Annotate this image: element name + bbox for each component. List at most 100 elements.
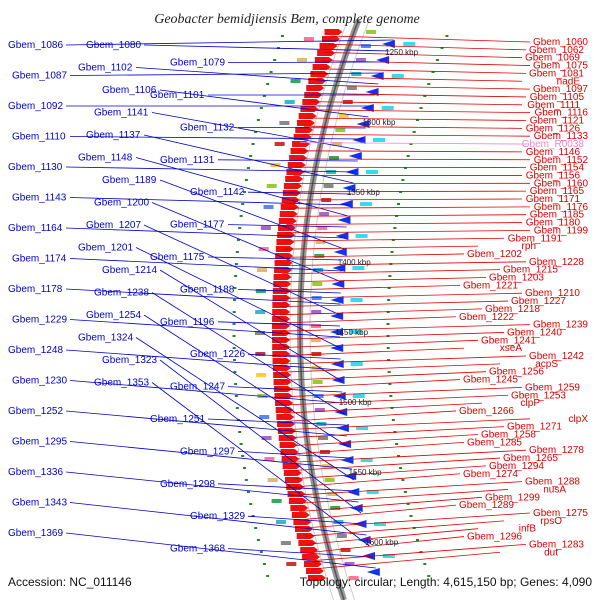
right-leader-line — [281, 371, 487, 381]
forward-gene-arrow — [291, 512, 310, 518]
cog-block — [259, 415, 270, 419]
right-leader-line — [281, 277, 487, 283]
right-gene-label: acpS — [535, 359, 558, 370]
cog-block — [374, 522, 387, 526]
tick-mark — [235, 251, 239, 253]
kbp-scale-label: 1350 kbp — [347, 188, 380, 197]
tick-mark — [388, 275, 392, 277]
tick-mark — [273, 59, 277, 61]
left-gene-label: Gbem_1080 — [86, 40, 141, 51]
tick-mark — [246, 167, 250, 169]
tick-mark — [254, 131, 258, 133]
forward-gene-arrow — [279, 211, 298, 217]
tick-mark — [440, 47, 444, 49]
left-leader-line — [151, 292, 345, 415]
tick-mark — [435, 59, 439, 61]
cog-block — [338, 114, 349, 118]
right-leader-line — [280, 332, 505, 340]
right-leader-line — [283, 394, 509, 406]
forward-gene-arrow — [312, 64, 331, 70]
tick-mark — [234, 275, 238, 277]
left-leader-line — [227, 224, 347, 228]
right-gene-label: infB — [519, 524, 537, 535]
forward-gene-arrow — [282, 463, 301, 469]
left-gene-label: Gbem_1131 — [160, 155, 215, 166]
reverse-gene-arrow — [366, 568, 380, 576]
tick-mark — [256, 119, 260, 121]
right-leader-line — [280, 347, 465, 357]
cog-block — [366, 30, 377, 34]
right-leader-line — [310, 101, 523, 106]
left-gene-label: Gbem_1130 — [8, 162, 63, 173]
tick-mark — [395, 443, 399, 445]
right-leader-line — [300, 504, 457, 521]
forward-gene-arrow — [300, 547, 319, 553]
cog-block — [260, 226, 271, 230]
tick-mark — [423, 95, 427, 97]
left-gene-label: Gbem_1252 — [8, 406, 63, 417]
tick-mark — [232, 311, 236, 313]
label-leader-lines — [65, 35, 531, 570]
kbp-scale-label: 1450 kbp — [335, 328, 368, 337]
left-leader-line — [143, 224, 341, 316]
left-leader-line — [143, 314, 349, 448]
forward-gene-arrow — [272, 302, 291, 308]
cog-block — [403, 42, 416, 46]
left-leader-line — [159, 269, 342, 382]
cog-block — [267, 478, 278, 482]
left-leader-line — [159, 359, 362, 514]
cog-block — [344, 562, 355, 566]
right-leader-line — [327, 43, 527, 51]
cog-block — [350, 298, 363, 302]
right-gene-label: Gbem_1241 — [481, 335, 536, 346]
tick-mark — [445, 35, 449, 37]
right-leader-line — [300, 142, 527, 145]
cog-block — [256, 373, 267, 377]
tick-mark — [387, 287, 391, 289]
tick-mark — [401, 179, 405, 181]
forward-gene-arrow — [283, 183, 302, 189]
right-gene-label: Gbem_1060 — [533, 37, 588, 48]
kbp-scale-label: 1250 kbp — [385, 48, 418, 57]
left-leader-line — [151, 112, 361, 151]
left-gene-label: Gbem_1143 — [12, 193, 67, 204]
right-leader-line — [291, 457, 501, 471]
left-leader-line — [207, 256, 344, 261]
tick-mark — [234, 263, 238, 265]
left-gene-label: Gbem_1247 — [170, 382, 225, 393]
right-gene-label: Gbem_1288 — [525, 477, 580, 488]
reverse-gene-arrow — [330, 344, 344, 352]
right-gene-label: Gbem_1176 — [534, 202, 589, 213]
cog-block — [336, 534, 347, 538]
tick-mark — [259, 551, 263, 553]
cog-block — [317, 226, 328, 230]
tick-mark — [262, 95, 266, 97]
cog-block — [351, 72, 362, 76]
forward-gene-arrow — [308, 78, 327, 84]
reverse-gene-arrow — [352, 136, 366, 144]
cog-block — [352, 266, 365, 270]
cog-block — [330, 506, 341, 510]
reverse-gene-arrow — [365, 88, 379, 96]
reverse-gene-arrow — [348, 152, 362, 160]
cog-block — [311, 310, 322, 314]
left-gene-label: Gbem_1188 — [180, 284, 235, 295]
left-gene-label: Gbem_1207 — [86, 220, 141, 231]
tick-mark — [232, 347, 236, 349]
tick-mark — [244, 179, 248, 181]
right-gene-label: clpX — [569, 414, 589, 425]
left-gene-label: Gbem_1106 — [102, 85, 157, 96]
cog-block — [340, 548, 351, 552]
reverse-gene-arrow — [340, 456, 354, 464]
right-gene-label: Gbem_1296 — [467, 532, 522, 543]
right-gene-label: dut — [544, 547, 558, 558]
reverse-gene-arrow — [357, 536, 371, 544]
forward-gene-arrow — [277, 232, 296, 238]
right-gene-label: Gbem_1239 — [533, 320, 588, 331]
tick-mark — [256, 539, 260, 541]
reverse-gene-arrow — [331, 376, 345, 384]
right-leader-line — [284, 237, 505, 242]
left-leader-line — [65, 166, 356, 173]
cog-block — [346, 86, 357, 90]
tick-mark — [280, 35, 284, 37]
